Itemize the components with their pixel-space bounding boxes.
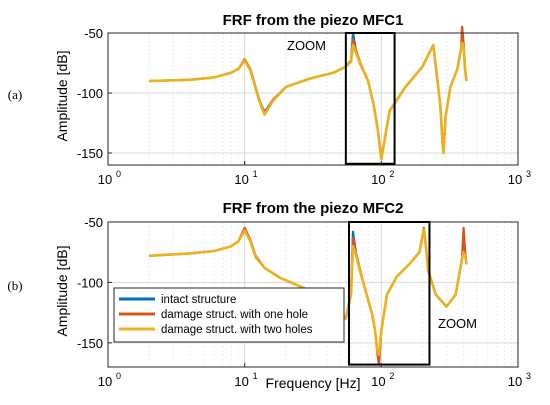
x-tick-label: 10 <box>98 374 112 389</box>
x-tick-label: 10 <box>98 172 112 187</box>
ticks-b: -50 -100 -150 10 0 10 1 10 2 10 3 <box>77 215 531 389</box>
legend-label-2: damage struct. with one hole <box>161 309 308 321</box>
legend-b: intact structure damage struct. with one … <box>113 287 345 343</box>
x-tick-label: 10 <box>371 172 385 187</box>
panel-label-b: (b) <box>7 278 22 293</box>
chart-title-b: FRF from the piezo MFC2 <box>223 200 404 217</box>
x-tick-exponent: 0 <box>116 371 121 381</box>
zoom-box-a <box>344 32 396 165</box>
x-tick-exponent: 1 <box>253 371 258 381</box>
x-tick-label: 10 <box>371 374 385 389</box>
series-line-3 <box>149 228 468 357</box>
x-tick-label: 10 <box>508 374 522 389</box>
legend-label-1: intact structure <box>161 294 236 306</box>
plot-frame-b <box>107 221 519 368</box>
x-tick-exponent: 1 <box>253 169 258 179</box>
y-tick-label: -150 <box>77 146 103 161</box>
y-tick-label: -50 <box>84 26 103 41</box>
series-line-3 <box>149 41 468 161</box>
legend-label-3: damage struct. with two holes <box>161 324 313 336</box>
plot-frame-a <box>107 32 519 166</box>
x-tick-label: 10 <box>234 172 248 187</box>
y-tick-label: -150 <box>77 336 103 351</box>
panel-label-a: (a) <box>8 87 22 102</box>
chart-panel-b: FRF from the piezo MFC2 Amplitude [dB] (… <box>7 200 531 391</box>
x-tick-exponent: 3 <box>526 169 531 179</box>
zoom-label-b: ZOOM <box>438 316 477 331</box>
x-axis-label-b: Frequency [Hz] <box>266 375 361 391</box>
series-lines-b <box>149 226 468 366</box>
y-axis-label-b: Amplitude [dB] <box>54 245 70 336</box>
x-tick-label: 10 <box>508 172 522 187</box>
x-tick-exponent: 2 <box>389 169 394 179</box>
x-tick-exponent: 3 <box>526 371 531 381</box>
x-tick-label: 10 <box>234 374 248 389</box>
y-tick-label: -50 <box>84 215 103 230</box>
x-tick-exponent: 2 <box>389 371 394 381</box>
chart-title-a: FRF from the piezo MFC1 <box>223 12 404 29</box>
y-tick-label: -100 <box>77 275 103 290</box>
series-lines-a <box>149 25 468 161</box>
x-tick-exponent: 0 <box>116 169 121 179</box>
ticks-a: -50 -100 -150 10 0 10 1 10 2 10 3 <box>77 26 531 187</box>
chart-panel-a: FRF from the piezo MFC1 Amplitude [dB] (… <box>8 12 531 187</box>
y-axis-label-a: Amplitude [dB] <box>54 50 70 141</box>
y-tick-label: -100 <box>77 86 103 101</box>
zoom-label-a: ZOOM <box>287 38 326 53</box>
zoom-box-b <box>348 221 431 366</box>
